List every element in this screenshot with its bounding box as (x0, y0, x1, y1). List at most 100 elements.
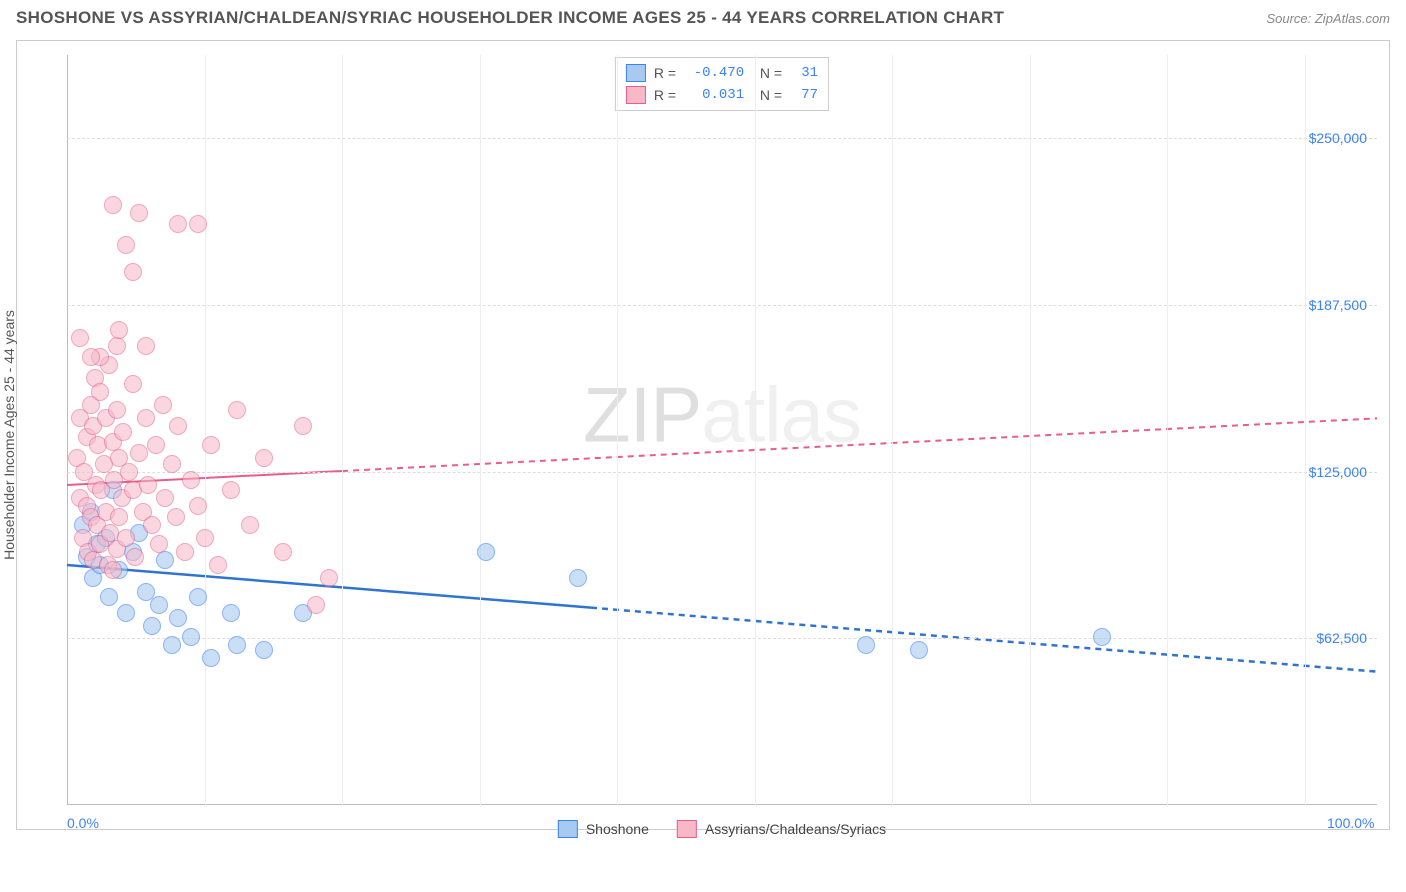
scatter-marker (130, 444, 148, 462)
r-value-0: -0.470 (684, 65, 744, 81)
trend-line-dashed (342, 418, 1377, 471)
scatter-marker (169, 609, 187, 627)
scatter-marker (147, 436, 165, 454)
swatch-series-0 (558, 820, 578, 838)
watermark-thin: atlas (701, 371, 861, 459)
gridline-v (755, 55, 756, 805)
scatter-marker (163, 636, 181, 654)
source-label: Source: ZipAtlas.com (1266, 11, 1390, 26)
scatter-marker (71, 329, 89, 347)
n-value-0: 31 (790, 65, 818, 81)
chart-title: SHOSHONE VS ASSYRIAN/CHALDEAN/SYRIAC HOU… (16, 8, 1004, 28)
scatter-marker (150, 535, 168, 553)
scatter-marker (137, 409, 155, 427)
scatter-marker (209, 556, 227, 574)
scatter-marker (241, 516, 259, 534)
scatter-marker (91, 383, 109, 401)
scatter-marker (189, 497, 207, 515)
r-label: R = (654, 87, 676, 103)
legend-stats-row-0: R = -0.470 N = 31 (626, 62, 818, 84)
scatter-marker (274, 543, 292, 561)
gridline-v (342, 55, 343, 805)
scatter-marker (222, 604, 240, 622)
scatter-marker (307, 596, 325, 614)
scatter-marker (120, 463, 138, 481)
scatter-marker (156, 489, 174, 507)
legend-item-0: Shoshone (558, 820, 649, 838)
scatter-marker (202, 436, 220, 454)
y-tick-label: $250,000 (1309, 130, 1367, 146)
scatter-marker (255, 449, 273, 467)
gridline-v (617, 55, 618, 805)
watermark: ZIPatlas (583, 370, 861, 461)
scatter-marker (255, 641, 273, 659)
scatter-marker (143, 617, 161, 635)
scatter-marker (110, 321, 128, 339)
scatter-marker (169, 215, 187, 233)
scatter-marker (139, 476, 157, 494)
y-tick-label: $125,000 (1309, 464, 1367, 480)
scatter-marker (189, 588, 207, 606)
scatter-marker (104, 196, 122, 214)
y-tick-label: $62,500 (1316, 630, 1367, 646)
gridline-v (1030, 55, 1031, 805)
gridline-v (480, 55, 481, 805)
scatter-marker (156, 551, 174, 569)
scatter-marker (167, 508, 185, 526)
scatter-marker (294, 417, 312, 435)
trend-lines (67, 55, 1377, 805)
scatter-marker (124, 263, 142, 281)
y-axis-label: Householder Income Ages 25 - 44 years (1, 310, 17, 560)
y-tick-label: $187,500 (1309, 297, 1367, 313)
legend-label-0: Shoshone (586, 821, 649, 837)
n-label: N = (752, 87, 782, 103)
watermark-bold: ZIP (583, 371, 701, 459)
scatter-marker (130, 204, 148, 222)
scatter-marker (569, 569, 587, 587)
r-value-1: 0.031 (684, 87, 744, 103)
trend-line-dashed (591, 608, 1377, 672)
legend-item-1: Assyrians/Chaldeans/Syriacs (677, 820, 886, 838)
x-axis-line (67, 804, 1377, 805)
scatter-marker (176, 543, 194, 561)
swatch-series-0 (626, 64, 646, 82)
swatch-series-1 (677, 820, 697, 838)
scatter-marker (202, 649, 220, 667)
r-label: R = (654, 65, 676, 81)
scatter-marker (222, 481, 240, 499)
scatter-marker (100, 588, 118, 606)
plot-area: ZIPatlas R = -0.470 N = 31 R = 0.031 N =… (67, 55, 1377, 805)
gridline-h (67, 472, 1377, 473)
scatter-marker (124, 375, 142, 393)
n-label: N = (752, 65, 782, 81)
scatter-marker (169, 417, 187, 435)
scatter-marker (1093, 628, 1111, 646)
scatter-marker (82, 348, 100, 366)
scatter-marker (320, 569, 338, 587)
legend-stats: R = -0.470 N = 31 R = 0.031 N = 77 (615, 57, 829, 111)
gridline-v (1167, 55, 1168, 805)
scatter-marker (182, 471, 200, 489)
legend-stats-row-1: R = 0.031 N = 77 (626, 84, 818, 106)
scatter-marker (108, 401, 126, 419)
scatter-marker (154, 396, 172, 414)
scatter-marker (196, 529, 214, 547)
scatter-marker (910, 641, 928, 659)
chart-container: Householder Income Ages 25 - 44 years ZI… (16, 40, 1390, 830)
scatter-marker (189, 215, 207, 233)
legend-series: Shoshone Assyrians/Chaldeans/Syriacs (558, 820, 886, 838)
scatter-marker (126, 548, 144, 566)
n-value-1: 77 (790, 87, 818, 103)
gridline-v (892, 55, 893, 805)
x-tick-label: 100.0% (1327, 815, 1374, 831)
scatter-marker (108, 337, 126, 355)
scatter-marker (110, 508, 128, 526)
y-axis-line (67, 55, 68, 805)
gridline-h (67, 305, 1377, 306)
scatter-marker (228, 401, 246, 419)
scatter-marker (104, 561, 122, 579)
gridline-v (1305, 55, 1306, 805)
scatter-marker (477, 543, 495, 561)
scatter-marker (117, 529, 135, 547)
scatter-marker (114, 423, 132, 441)
